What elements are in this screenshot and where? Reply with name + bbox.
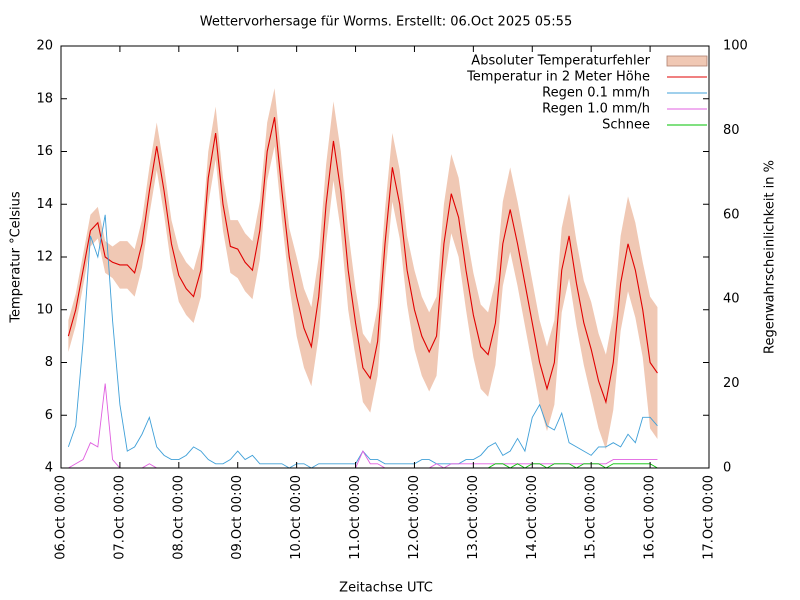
x-tick-label: 06.Oct 00:00: [54, 475, 69, 560]
y2-tick-label: 60: [723, 207, 740, 222]
x-tick-label: 10.Oct 00:00: [289, 475, 304, 560]
y-axis-label: Temperatur °Celsius: [9, 191, 24, 324]
y-tick-label: 10: [36, 302, 53, 317]
x-tick-label: 11.Oct 00:00: [348, 475, 363, 560]
x-tick-label: 16.Oct 00:00: [643, 475, 658, 560]
x-tick-label: 17.Oct 00:00: [702, 475, 717, 560]
error-band: [68, 88, 658, 450]
x-tick-label: 14.Oct 00:00: [525, 475, 540, 560]
legend-label: Schnee: [602, 118, 650, 133]
x-tick-label: 13.Oct 00:00: [466, 475, 481, 560]
x-tick-label: 09.Oct 00:00: [230, 475, 245, 560]
legend-label: Regen 1.0 mm/h: [542, 102, 650, 117]
legend-label: Absoluter Temperaturfehler: [471, 54, 650, 69]
x-tick-label: 08.Oct 00:00: [171, 475, 186, 560]
y2-axis-label: Regenwahrscheinlichkeit in %: [763, 160, 778, 354]
y-tick-label: 18: [36, 91, 53, 106]
y2-tick-label: 40: [723, 292, 740, 307]
y-tick-label: 8: [45, 355, 53, 370]
y2-tick-label: 0: [723, 461, 731, 476]
x-tick-label: 15.Oct 00:00: [584, 475, 599, 560]
x-tick-label: 12.Oct 00:00: [407, 475, 422, 560]
y2-tick-label: 100: [723, 39, 748, 54]
legend-label: Regen 0.1 mm/h: [542, 86, 650, 101]
chart-title: Wettervorhersage für Worms. Erstellt: 06…: [200, 15, 572, 30]
legend-label: Temperatur in 2 Meter Höhe: [466, 70, 650, 85]
y-tick-label: 20: [36, 39, 53, 54]
y-tick-label: 6: [45, 408, 53, 423]
y-tick-label: 16: [36, 144, 53, 159]
x-tick-label: 07.Oct 00:00: [112, 475, 127, 560]
series-line: [67, 117, 658, 405]
y-tick-label: 12: [36, 250, 53, 265]
x-axis-label: Zeitachse UTC: [339, 581, 433, 596]
y-tick-label: 14: [36, 197, 53, 212]
series-line: [68, 463, 658, 469]
y2-tick-label: 80: [723, 123, 740, 138]
y-tick-label: 4: [45, 461, 53, 476]
legend-swatch: [666, 55, 708, 67]
y2-tick-label: 20: [723, 376, 740, 391]
